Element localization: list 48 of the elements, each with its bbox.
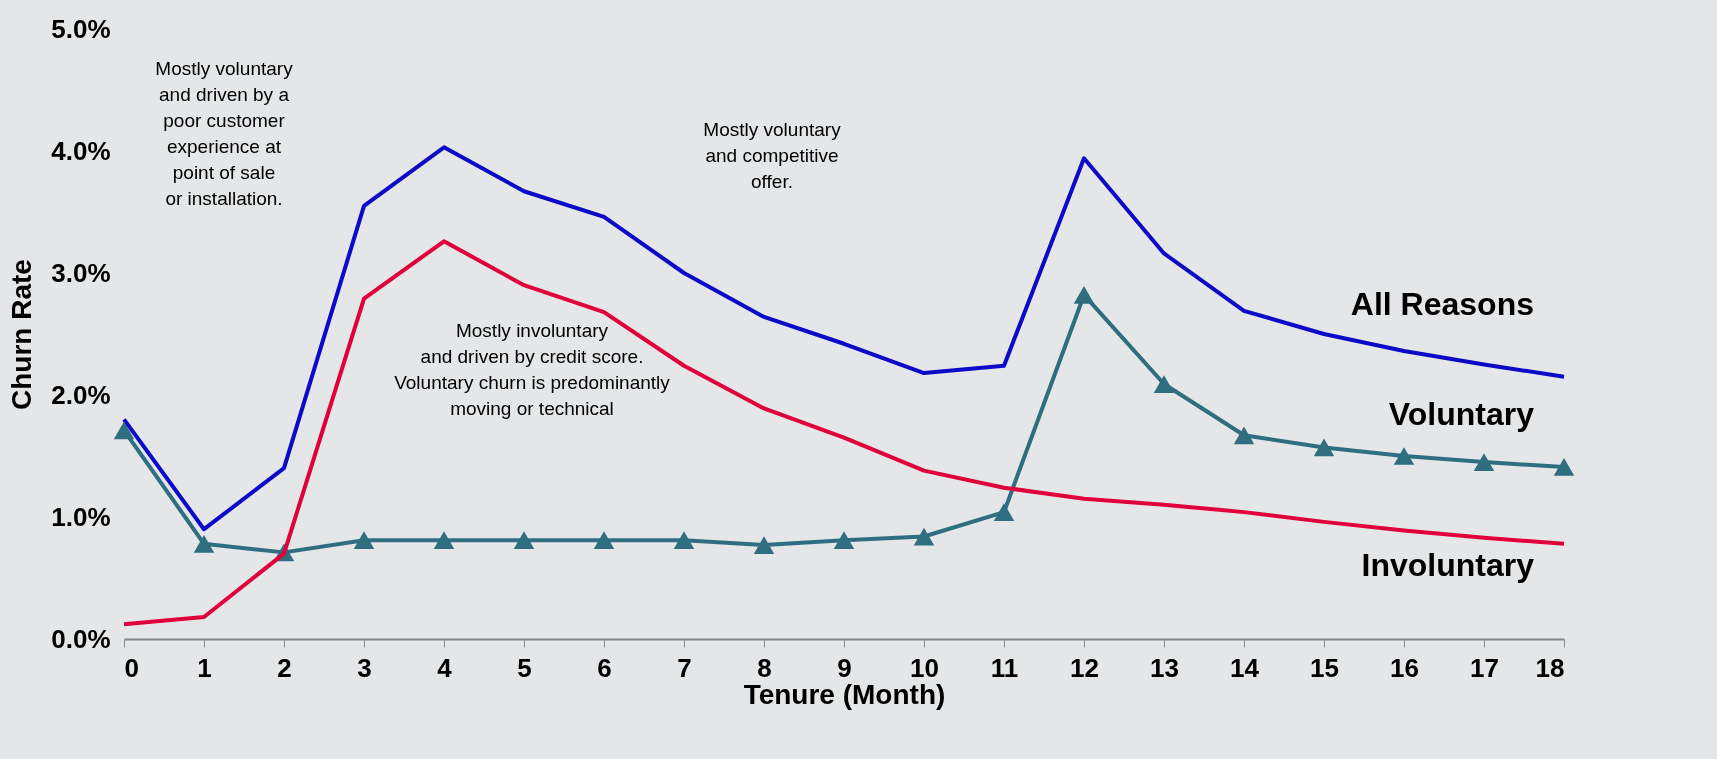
point <box>1393 447 1415 465</box>
y-axis-title: Churn Rate <box>6 259 38 410</box>
x-tick-label: 2 <box>277 652 292 683</box>
point <box>113 421 135 440</box>
y-tick-label: 1.0% <box>51 501 111 532</box>
annotation: Mostly voluntary and competitive offer. <box>703 118 842 192</box>
line-series <box>122 239 1566 627</box>
point <box>993 503 1015 521</box>
x-tick-label: 13 <box>1150 652 1179 683</box>
series-label: All Reasons <box>1350 285 1534 322</box>
point <box>593 531 615 550</box>
series-label: Involuntary <box>1361 546 1535 583</box>
point <box>1073 286 1095 304</box>
y-tick-label: 3.0% <box>51 257 111 288</box>
x-tick-label: 7 <box>677 652 692 683</box>
x-tick-label: 1 <box>197 652 212 683</box>
x-tick-label: 18 <box>1535 652 1565 683</box>
point <box>673 531 695 550</box>
point <box>513 531 535 550</box>
point <box>1153 375 1175 393</box>
point <box>433 531 455 550</box>
x-tick-label: 17 <box>1470 652 1499 683</box>
x-tick-label: 0 <box>124 652 139 683</box>
x-tick-label: 4 <box>437 652 453 683</box>
point <box>1553 458 1575 476</box>
x-tick-label: 5 <box>517 652 532 683</box>
point <box>1473 453 1495 471</box>
point <box>913 527 935 546</box>
y-tick-label: 2.0% <box>51 379 111 410</box>
x-tick-label: 6 <box>597 652 612 683</box>
point <box>193 534 215 553</box>
x-tick-label: 16 <box>1390 652 1419 683</box>
annotation: Mostly voluntary and driven by a poor customer experience at point of sale or installation. <box>155 57 294 209</box>
y-tick-label: 4.0% <box>51 135 111 166</box>
y-tick-label: 0.0% <box>51 623 111 654</box>
series-label: Voluntary <box>1388 395 1535 432</box>
x-tick-label: 15 <box>1310 652 1339 683</box>
point <box>753 536 775 554</box>
x-tick-label: 3 <box>357 652 372 683</box>
point <box>833 531 855 550</box>
point <box>1313 438 1335 457</box>
x-tick-label: 12 <box>1070 652 1099 683</box>
point <box>1233 426 1255 445</box>
annotation: Mostly involuntary and driven by credit score. Voluntary churn is predominantly moving or technical <box>394 319 671 419</box>
point <box>353 531 375 550</box>
x-tick-label: 14 <box>1230 652 1260 683</box>
y-tick-label: 5.0% <box>51 13 111 44</box>
x-tick-label: 11 <box>990 652 1019 683</box>
